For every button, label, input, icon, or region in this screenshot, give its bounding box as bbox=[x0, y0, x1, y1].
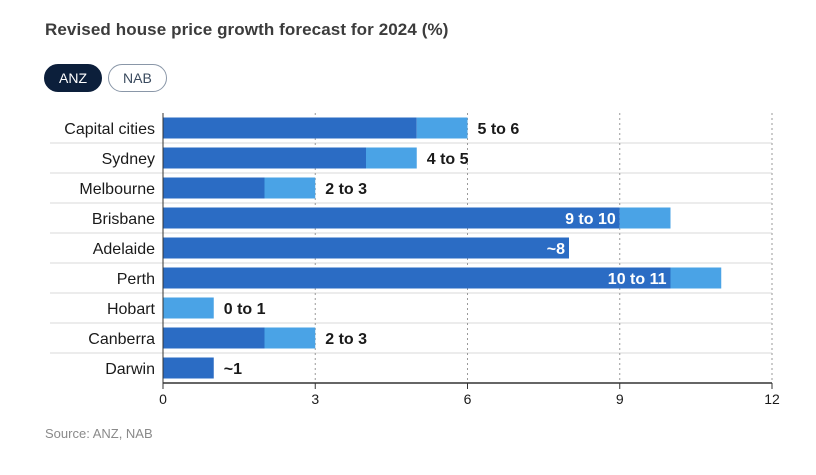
category-label: Perth bbox=[117, 271, 155, 288]
bar-high bbox=[264, 327, 316, 349]
value-label: 4 to 5 bbox=[427, 151, 469, 168]
x-tick-label: 9 bbox=[616, 391, 624, 407]
bar-low bbox=[163, 117, 417, 139]
source-tabs: ANZ NAB bbox=[44, 64, 167, 92]
bar-high bbox=[264, 177, 316, 199]
tab-anz[interactable]: ANZ bbox=[44, 64, 102, 92]
value-label: 0 to 1 bbox=[224, 301, 266, 318]
source-note: Source: ANZ, NAB bbox=[45, 426, 153, 441]
bar-low bbox=[163, 177, 265, 199]
category-label: Adelaide bbox=[93, 241, 155, 258]
category-label: Capital cities bbox=[64, 121, 155, 138]
bar-low bbox=[163, 327, 265, 349]
tab-nab[interactable]: NAB bbox=[108, 64, 167, 92]
category-label: Sydney bbox=[102, 151, 155, 168]
x-tick-label: 3 bbox=[311, 391, 319, 407]
bar-high bbox=[416, 117, 468, 139]
bar-low bbox=[163, 147, 366, 169]
bar-low bbox=[163, 357, 214, 379]
value-label: ~8 bbox=[547, 241, 565, 258]
bar-high bbox=[366, 147, 417, 169]
category-label: Melbourne bbox=[79, 181, 155, 198]
bar-high bbox=[163, 297, 214, 319]
bar-high bbox=[619, 207, 671, 229]
value-label: ~1 bbox=[224, 361, 242, 378]
category-label: Canberra bbox=[88, 331, 155, 348]
value-label: 2 to 3 bbox=[325, 331, 367, 348]
category-label: Brisbane bbox=[92, 211, 155, 228]
value-label: 2 to 3 bbox=[325, 181, 367, 198]
bar-high bbox=[670, 267, 722, 289]
chart-title: Revised house price growth forecast for … bbox=[45, 20, 449, 39]
category-label: Darwin bbox=[105, 361, 155, 378]
x-tick-label: 0 bbox=[159, 391, 167, 407]
category-label: Hobart bbox=[107, 301, 156, 318]
x-tick-label: 6 bbox=[464, 391, 472, 407]
value-label: 10 to 11 bbox=[608, 271, 667, 288]
value-label: 9 to 10 bbox=[565, 211, 616, 228]
x-tick-label: 12 bbox=[764, 391, 780, 407]
value-label: 5 to 6 bbox=[478, 121, 520, 138]
bar-low bbox=[163, 207, 620, 229]
bar-low bbox=[163, 237, 569, 259]
bar-chart: Capital cities 5 to 6 Sydney 4 to 5 Melbourn… bbox=[50, 113, 780, 407]
bar-low bbox=[163, 267, 671, 289]
